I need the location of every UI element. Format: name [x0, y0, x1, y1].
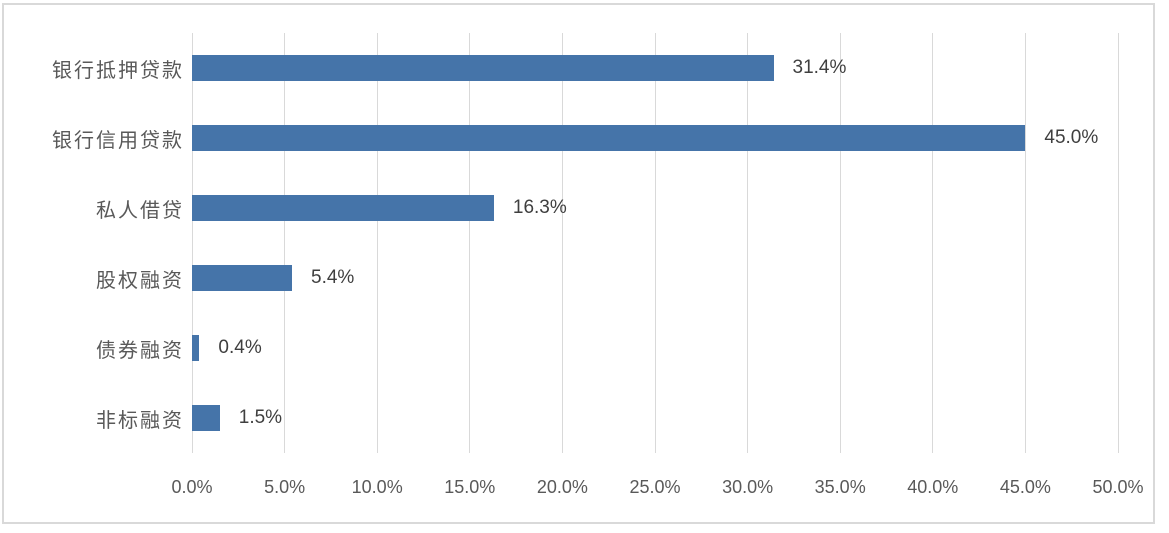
- x-tick-label: 5.0%: [264, 476, 306, 497]
- value-label: 5.4%: [311, 267, 355, 288]
- gridline: [469, 33, 471, 453]
- bar: [192, 335, 200, 361]
- x-tick-label: 30.0%: [722, 476, 774, 497]
- gridline: [932, 33, 934, 453]
- category-label: 股权融资: [96, 269, 184, 292]
- value-label: 0.4%: [218, 337, 262, 358]
- gridline: [284, 33, 286, 453]
- x-tick-label: 15.0%: [444, 476, 496, 497]
- value-label: 45.0%: [1044, 127, 1099, 148]
- x-tick-label: 10.0%: [351, 476, 403, 497]
- category-label: 债券融资: [96, 339, 184, 362]
- value-label: 16.3%: [512, 197, 567, 218]
- category-label: 银行抵押贷款: [52, 59, 184, 82]
- category-label: 私人借贷: [96, 199, 184, 222]
- x-tick-label: 45.0%: [999, 476, 1051, 497]
- x-tick-label: 25.0%: [629, 476, 681, 497]
- bar: [192, 55, 774, 81]
- x-tick-label: 40.0%: [907, 476, 959, 497]
- category-label: 非标融资: [96, 409, 184, 432]
- gridline: [1024, 33, 1026, 453]
- category-label: 银行信用贷款: [52, 129, 184, 152]
- x-tick-label: 20.0%: [536, 476, 588, 497]
- gridline: [191, 33, 193, 453]
- bar: [192, 405, 220, 431]
- bar: [192, 265, 292, 291]
- gridline: [1117, 33, 1119, 453]
- value-label: 31.4%: [792, 57, 847, 78]
- gridline: [654, 33, 656, 453]
- gridline: [376, 33, 378, 453]
- chart-frame: [2, 3, 1155, 524]
- gridline: [561, 33, 563, 453]
- x-tick-label: 0.0%: [171, 476, 213, 497]
- bar: [192, 195, 494, 221]
- x-tick-label: 50.0%: [1092, 476, 1144, 497]
- value-label: 1.5%: [238, 407, 283, 428]
- gridline: [747, 33, 749, 453]
- x-tick-label: 35.0%: [814, 476, 866, 497]
- gridline: [839, 33, 841, 453]
- bar: [192, 125, 1026, 151]
